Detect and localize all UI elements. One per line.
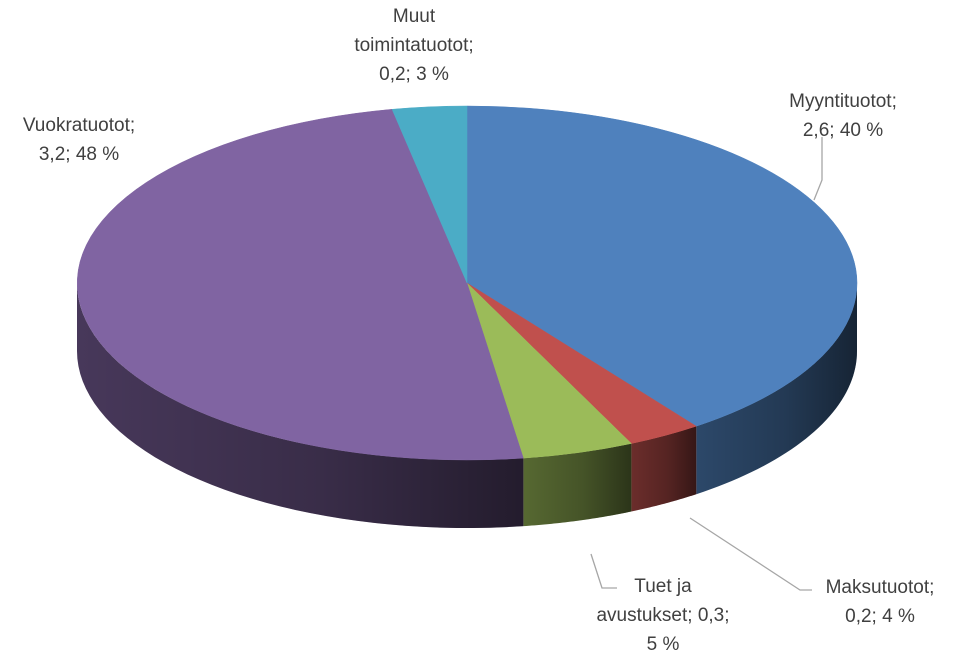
data-label-line: 2,6; 40 % xyxy=(803,120,883,141)
data-label-tuet-ja-avustukset: Tuet ja avustukset; 0,3; 5 % xyxy=(596,576,729,653)
data-label-line: Vuokratuotot; xyxy=(23,115,135,136)
data-label-line: Muut xyxy=(393,6,436,27)
data-label-line: Maksutuotot; xyxy=(826,577,935,598)
pie-slice-vuokratuotot xyxy=(76,109,524,461)
pie-slice-muut-toimintatuotot xyxy=(391,105,468,284)
pie-side-shade-tuet-ja-avustukset xyxy=(523,443,632,527)
leader-line-myyntituotot xyxy=(813,137,823,201)
pie-side-shade-maksutuotot xyxy=(631,426,697,512)
pie-top-layer xyxy=(76,105,858,461)
leader-lines xyxy=(590,137,823,591)
pie-slice-myyntituotot xyxy=(466,105,858,427)
data-label-line: avustukset; 0,3; xyxy=(596,605,729,626)
data-label-myyntituotot: Myyntituotot; 2,6; 40 % xyxy=(789,91,897,141)
data-label-muut-toimintatuotot: Muut toimintatuotot; 0,2; 3 % xyxy=(354,6,473,85)
data-label-line: 0,2; 3 % xyxy=(379,64,449,85)
leader-line-tuet-ja-avustukset xyxy=(590,553,617,589)
data-label-line: Tuet ja xyxy=(634,576,692,597)
leader-line-maksutuotot xyxy=(689,517,812,591)
data-label-vuokratuotot: Vuokratuotot; 3,2; 48 % xyxy=(23,115,135,165)
data-labels: Myyntituotot; 2,6; 40 % Maksutuotot; 0,2; 4… xyxy=(23,6,935,653)
data-label-line: 0,2; 4 % xyxy=(845,606,915,627)
data-label-line: toimintatuotot; xyxy=(354,35,473,56)
data-label-maksutuotot: Maksutuotot; 0,2; 4 % xyxy=(826,577,935,627)
data-label-line: Myyntituotot; xyxy=(789,91,897,112)
data-label-line: 3,2; 48 % xyxy=(39,144,119,165)
pie-side-layer xyxy=(77,283,857,528)
data-label-line: 5 % xyxy=(647,634,680,653)
pie-side-shade-vuokratuotot xyxy=(77,283,524,528)
pie-side-shade-myyntituotot xyxy=(696,283,857,495)
